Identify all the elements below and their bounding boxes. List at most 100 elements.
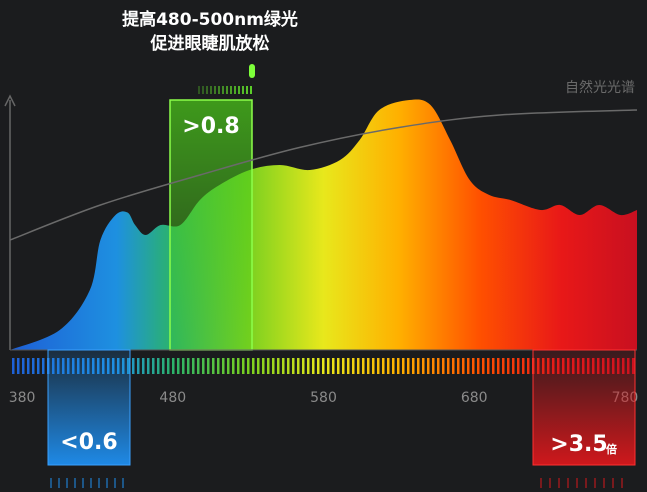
ruler-tick (267, 358, 270, 374)
ruler-tick (17, 358, 20, 374)
ruler-tick (487, 358, 490, 374)
ruler-tick (422, 358, 425, 374)
decor-tick (603, 478, 605, 488)
ruler-tick (327, 358, 330, 374)
annotation: <0.6 (60, 430, 117, 455)
ruler-tick (232, 358, 235, 374)
ruler-tick (512, 358, 515, 374)
decor-tick (250, 86, 252, 94)
ruler-tick (237, 358, 240, 374)
ruler-tick (317, 358, 320, 374)
ruler-tick (212, 358, 215, 374)
ruler-tick (182, 358, 185, 374)
decor-tick (50, 478, 52, 488)
ruler-tick (222, 358, 225, 374)
highlight-box (169, 99, 253, 351)
decor-tick (585, 478, 587, 488)
ruler-tick (337, 358, 340, 374)
ruler-tick (527, 358, 530, 374)
ruler-tick (242, 358, 245, 374)
ruler-tick (437, 358, 440, 374)
ruler-tick (132, 358, 135, 374)
ruler-tick (347, 358, 350, 374)
ruler-tick (417, 358, 420, 374)
ruler-tick (157, 358, 160, 374)
ruler-tick (412, 358, 415, 374)
ruler-tick (12, 358, 15, 374)
decor-tick (594, 478, 596, 488)
subtitle: 促进眼睫肌放松 (150, 33, 270, 54)
ruler-tick (442, 358, 445, 374)
ruler-tick (307, 358, 310, 374)
ruler-tick (377, 358, 380, 374)
ruler-tick (152, 358, 155, 374)
ruler-tick (362, 358, 365, 374)
ruler-tick (522, 358, 525, 374)
ruler-tick (32, 358, 35, 374)
ruler-tick (272, 358, 275, 374)
ruler-tick (457, 358, 460, 374)
ruler-tick (247, 358, 250, 374)
ruler-tick (202, 358, 205, 374)
ruler-tick (137, 358, 140, 374)
decor-tick (549, 478, 551, 488)
ruler-tick (42, 358, 45, 374)
ruler-tick (312, 358, 315, 374)
ruler-tick (472, 358, 475, 374)
decor-tick (576, 478, 578, 488)
ruler-tick (262, 358, 265, 374)
ruler-tick (332, 358, 335, 374)
decor-tick (218, 86, 220, 94)
decor-tick (567, 478, 569, 488)
highlight-box (532, 349, 636, 466)
decor-tick (122, 478, 124, 488)
ruler-tick (367, 358, 370, 374)
ruler-tick (357, 358, 360, 374)
decor-tick (234, 86, 236, 94)
decor-tick (242, 86, 244, 94)
ruler-tick (352, 358, 355, 374)
annotation-unit: 倍 (606, 442, 617, 456)
ruler-tick (447, 358, 450, 374)
decor-tick (206, 86, 208, 94)
ruler-tick (462, 358, 465, 374)
ruler-tick (167, 358, 170, 374)
ruler-tick (147, 358, 150, 374)
decor-tick (114, 478, 116, 488)
ruler-tick (257, 358, 260, 374)
annotation: >0.8 (182, 114, 239, 139)
decor-tick (74, 478, 76, 488)
decor-tick (98, 478, 100, 488)
annotation: >3.5 (550, 432, 607, 457)
ruler-tick (287, 358, 290, 374)
decor-tick (226, 86, 228, 94)
spectrum-area (10, 99, 637, 350)
ruler-tick (407, 358, 410, 374)
highlight-box (47, 349, 131, 466)
ruler-tick (402, 358, 405, 374)
title: 提高480-500nm绿光 (122, 9, 298, 30)
ruler-tick (207, 358, 210, 374)
decor-tick (230, 86, 232, 94)
decor-tick (82, 478, 84, 488)
ruler-tick (297, 358, 300, 374)
ruler-tick (397, 358, 400, 374)
ruler-tick (517, 358, 520, 374)
ruler-tick (292, 358, 295, 374)
ruler-tick (277, 358, 280, 374)
ruler-tick (197, 358, 200, 374)
ruler-tick (372, 358, 375, 374)
ruler-tick (427, 358, 430, 374)
ruler-tick (142, 358, 145, 374)
ruler-tick (217, 358, 220, 374)
decor-tick (238, 86, 240, 94)
ruler-tick (342, 358, 345, 374)
x-tick-label: 680 (461, 390, 488, 406)
decor-tick (58, 478, 60, 488)
ruler-tick (467, 358, 470, 374)
decor-tick (540, 478, 542, 488)
ruler-tick (482, 358, 485, 374)
decor-tick (66, 478, 68, 488)
ruler-tick (27, 358, 30, 374)
marker (249, 64, 255, 78)
